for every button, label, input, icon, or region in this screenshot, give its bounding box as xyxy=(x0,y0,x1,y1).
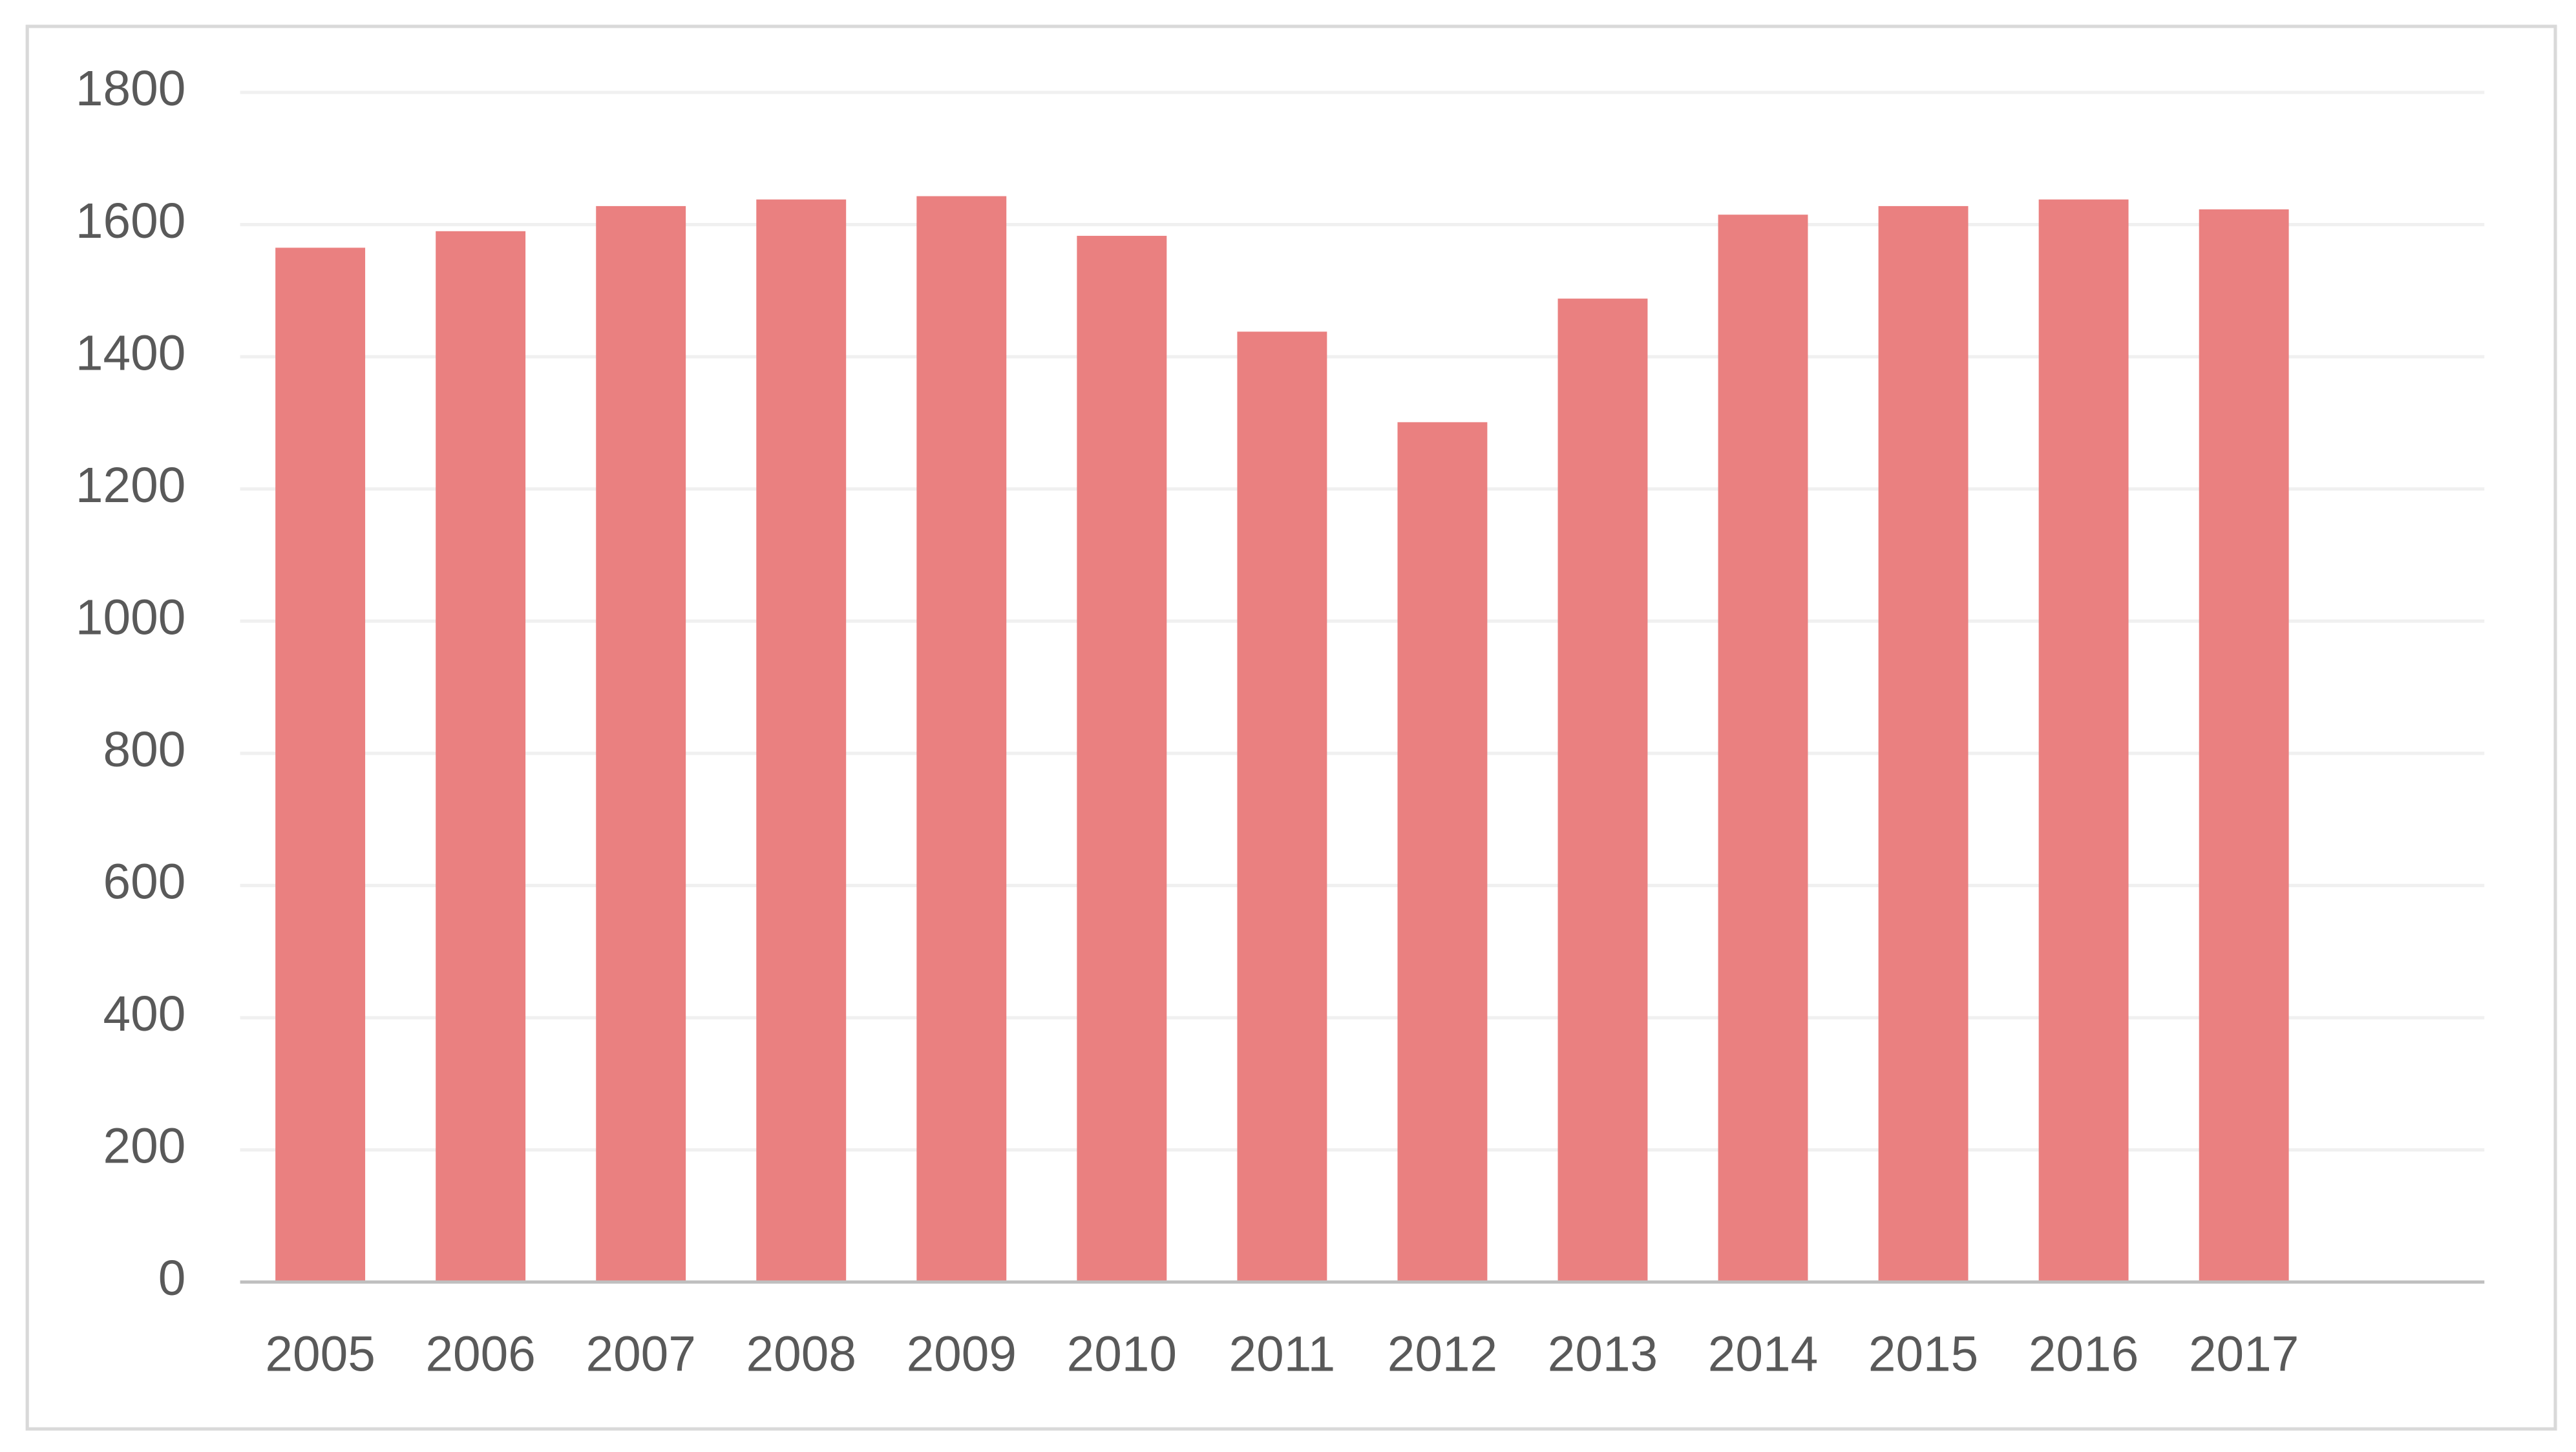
y-tick-label: 400 xyxy=(103,987,186,1042)
bar xyxy=(1077,235,1167,1282)
y-tick-label: 1400 xyxy=(76,326,185,381)
x-tick-label: 2010 xyxy=(1067,1327,1177,1382)
bar xyxy=(916,196,1007,1282)
x-tick-label: 2007 xyxy=(586,1327,695,1382)
bar xyxy=(1397,422,1488,1282)
bar xyxy=(2199,209,2289,1282)
x-tick-label: 2005 xyxy=(265,1327,375,1382)
x-tick-label: 2013 xyxy=(1548,1327,1658,1382)
bar xyxy=(1557,299,1648,1282)
bar xyxy=(2038,199,2129,1282)
y-tick-label: 0 xyxy=(158,1251,186,1306)
y-tick-label: 800 xyxy=(103,722,186,777)
bar xyxy=(756,199,847,1282)
x-tick-label: 2009 xyxy=(907,1327,1017,1382)
y-tick-label: 200 xyxy=(103,1119,186,1174)
bar xyxy=(596,205,686,1282)
bar xyxy=(275,247,366,1282)
y-tick-label: 1000 xyxy=(76,590,185,645)
x-tick-label: 2014 xyxy=(1708,1327,1818,1382)
bar xyxy=(436,231,526,1282)
y-tick-label: 1200 xyxy=(76,458,185,513)
y-tick-label: 1600 xyxy=(76,194,185,249)
x-tick-label: 2008 xyxy=(746,1327,856,1382)
x-tick-label: 2012 xyxy=(1388,1327,1497,1382)
bar xyxy=(1718,215,1808,1282)
x-tick-label: 2015 xyxy=(1868,1327,1978,1382)
x-tick-label: 2006 xyxy=(425,1327,535,1382)
bar xyxy=(1237,331,1327,1282)
y-tick-label: 1800 xyxy=(76,61,185,116)
x-tick-label: 2017 xyxy=(2189,1327,2299,1382)
x-tick-label: 2016 xyxy=(2029,1327,2138,1382)
y-tick-label: 600 xyxy=(103,855,186,910)
x-tick-label: 2011 xyxy=(1229,1327,1336,1382)
bar xyxy=(1878,205,1969,1282)
